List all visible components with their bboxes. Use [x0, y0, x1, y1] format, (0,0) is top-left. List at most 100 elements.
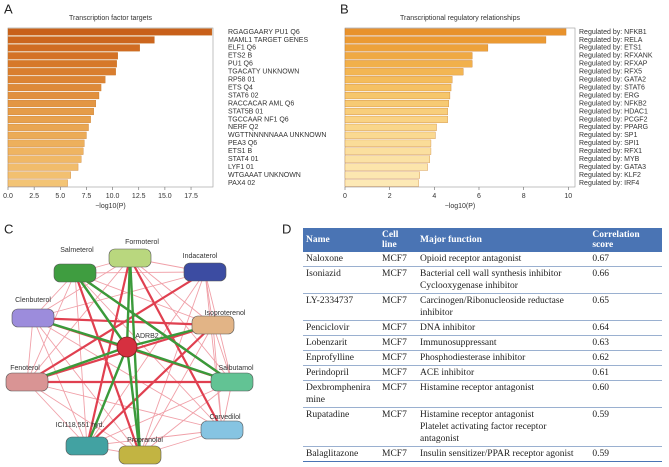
bar: [7, 92, 100, 100]
bar: [344, 155, 431, 163]
network-node: [11, 308, 55, 328]
network-edge: [26, 381, 141, 456]
column-header: Correlation score: [589, 228, 662, 252]
bar: [344, 115, 448, 123]
bar: [7, 155, 82, 163]
table-cell: Balaglitazone: [303, 446, 379, 462]
network-node: [116, 336, 138, 358]
bar: [344, 163, 428, 171]
bar: [7, 115, 91, 123]
bar: [344, 28, 567, 36]
category-label: Regulated by: RFXAP: [579, 61, 648, 68]
table-row: Isoniazid MCF7 Bacterial cell wall synthes…: [303, 266, 662, 294]
table-cell: 0.59: [589, 446, 662, 462]
plot-frame: [344, 27, 576, 188]
table-cell: MCF7: [379, 335, 418, 351]
bar: [7, 123, 89, 131]
bar: [7, 107, 94, 115]
network-edge: [74, 272, 233, 383]
table-row: LY-2334737 MCF7 Carcinogen/Ribonucleoside …: [303, 293, 662, 321]
category-label: Regulated by: RFX5: [579, 69, 642, 76]
category-label: TGCCAAR NF1 Q6: [228, 116, 289, 123]
network-edge: [74, 272, 223, 431]
table-row: Penciclovir MCF7 DNA inhibitor 0.64: [303, 320, 662, 336]
x-tick-label: 17.5: [184, 193, 198, 200]
table-cell: 0.62: [589, 350, 662, 366]
category-label: STAT5B 01: [228, 108, 263, 115]
category-label: Regulated by: PCGF2: [579, 116, 648, 123]
cell-line: Phosphodiesterase inhibitor: [420, 353, 526, 363]
table-cell: Immunosuppressant: [417, 335, 590, 351]
table-cell: Dexbrompheniramine: [303, 380, 379, 408]
table-cell: 0.63: [589, 335, 662, 351]
network-edge: [204, 271, 223, 431]
category-label: STAT4 01: [228, 156, 259, 163]
category-label: Regulated by: RFX1: [579, 148, 642, 155]
network-node: [65, 436, 109, 456]
category-label: Regulated by: GATA3: [579, 164, 646, 171]
x-tick-label: 12.5: [132, 193, 146, 200]
category-label: Regulated by: SPI1: [579, 140, 639, 147]
x-tick-label: 2.5: [29, 193, 39, 200]
bar: [7, 100, 97, 108]
category-label: ETS2 B: [228, 53, 252, 60]
plot-frame: [7, 27, 214, 188]
table-cell: MCF7: [379, 293, 418, 321]
table-cell: Naloxone: [303, 252, 379, 267]
x-tick-label: 7.5: [82, 193, 92, 200]
category-label: RP58 01: [228, 77, 255, 84]
network-edge: [85, 346, 129, 447]
bar: [344, 179, 419, 187]
network-node: [108, 248, 152, 268]
table-cell: Phosphodiesterase inhibitor: [417, 350, 590, 366]
network-node: [53, 263, 97, 283]
column-header: Name: [303, 228, 379, 252]
table-cell: 0.59: [589, 407, 662, 447]
table-cell: Histamine receptor antagonist: [417, 380, 590, 408]
table-row: Balaglitazone MCF7 Insulin sensitizer/PPAR…: [303, 446, 662, 462]
x-tick-label: 15.0: [158, 193, 172, 200]
table-cell: MCF7: [379, 320, 418, 336]
network-node: [210, 372, 254, 392]
category-label: Regulated by: KLF2: [579, 172, 641, 179]
table-cell: MCF7: [379, 407, 418, 447]
table-cell: Lobenzarit: [303, 335, 379, 351]
cell-line: Opioid receptor antagonist: [420, 254, 522, 264]
category-label: PEA3 Q6: [228, 140, 257, 147]
table-cell: Carcinogen/Ribonucleoside reductase inhi…: [417, 293, 590, 321]
panel-label: A: [4, 1, 13, 16]
panel-label: D: [282, 221, 291, 236]
x-tick-label: 4: [432, 193, 436, 200]
node-label: Fenoterol: [10, 365, 40, 372]
bar: [7, 68, 116, 76]
bar: [344, 147, 432, 155]
table-row: Perindopril MCF7 ACE inhibitor 0.61: [303, 365, 662, 381]
bar: [344, 60, 473, 68]
x-tick-label: 6: [477, 193, 481, 200]
x-tick-label: 0: [343, 193, 347, 200]
category-label: Regulated by: STAT6: [579, 84, 645, 91]
bar: [7, 60, 117, 68]
category-label: PU1 Q6: [228, 61, 253, 68]
category-label: Regulated by: RELA: [579, 37, 643, 44]
category-label: STAT6 02: [228, 92, 259, 99]
cell-line: Platelet activating factor receptor anta…: [420, 422, 547, 444]
table-cell: 0.64: [589, 320, 662, 336]
network-edge: [73, 272, 142, 456]
bar: [7, 44, 140, 52]
table-cell: Opioid receptor antagonist: [417, 252, 590, 267]
x-axis-label: −log10(P): [95, 203, 126, 210]
category-label: Regulated by: SP1: [579, 132, 637, 139]
network-edge: [32, 317, 223, 431]
network-node: [5, 372, 49, 392]
bar: [7, 131, 87, 139]
column-header: Cell line: [379, 228, 418, 252]
cell-line: ACE inhibitor: [420, 368, 475, 378]
network-edge: [26, 381, 223, 431]
table-cell: Isoniazid: [303, 266, 379, 294]
bar: [7, 28, 213, 36]
category-label: ELF1 Q6: [228, 45, 256, 52]
bar: [344, 107, 448, 115]
